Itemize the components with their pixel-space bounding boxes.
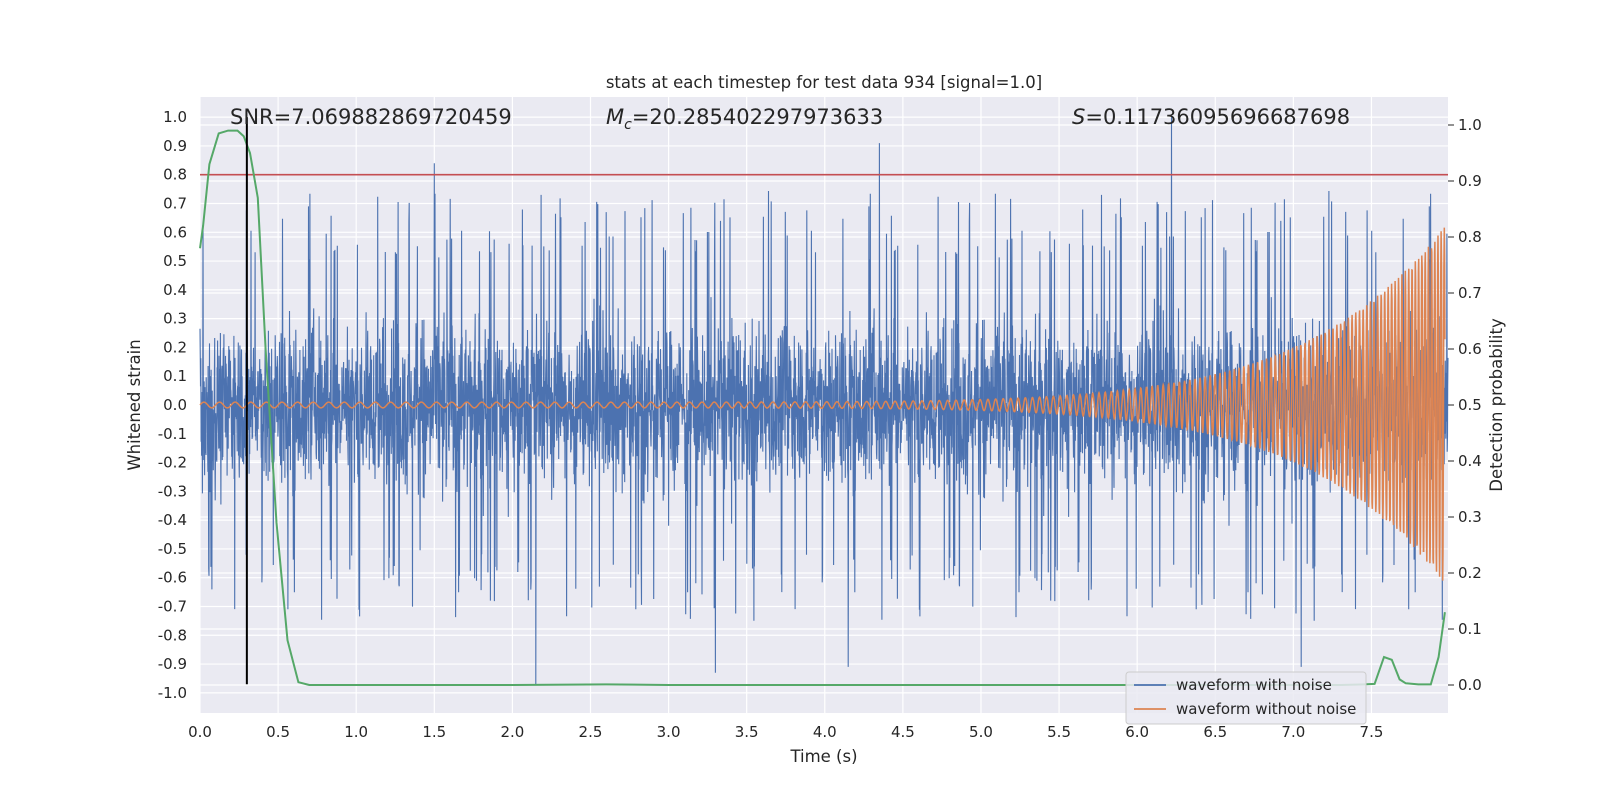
x-tick-label: 3.0 (657, 723, 681, 741)
x-tick-label: 0.0 (188, 723, 212, 741)
y-right-tick-label: 0.1 (1458, 620, 1482, 638)
legend-box (1125, 671, 1367, 725)
y-left-tick-label: -0.5 (158, 540, 187, 558)
y-left-tick-label: -0.7 (158, 597, 187, 615)
y-left-tick-label: -0.2 (158, 454, 187, 472)
y-axis-right-title: Detection probability (1487, 318, 1506, 492)
y-right-tick-label: 0.8 (1458, 228, 1482, 246)
y-left-tick-label: 1.0 (163, 108, 187, 126)
s-value: =0.11736095696687698 (1085, 105, 1350, 129)
y-right-tick-label: 0.6 (1458, 340, 1482, 358)
x-tick-label: 7.5 (1360, 723, 1384, 741)
y-left-tick-label: -0.3 (158, 482, 187, 500)
y-left-tick-label: -0.6 (158, 569, 187, 587)
legend: waveform with noise waveform without noi… (1125, 671, 1367, 725)
y-axis-left-title: Whitened strain (125, 339, 144, 470)
snr-annotation: SNR=7.069882869720459 (230, 105, 512, 129)
y-right-tick-label: 0.4 (1458, 452, 1482, 470)
mc-annotation: Mc=20.285402297973633 (606, 105, 883, 133)
x-tick-label: 0.5 (266, 723, 290, 741)
y-left-tick-label: 0.8 (163, 166, 187, 184)
y-left-tick-label: -0.9 (158, 655, 187, 673)
s-symbol: S (1072, 105, 1085, 129)
mc-symbol: M (606, 105, 624, 129)
y-right-tick-label: 0.2 (1458, 564, 1482, 582)
x-tick-label: 1.5 (422, 723, 446, 741)
x-tick-label: 2.5 (579, 723, 603, 741)
x-tick-label: 1.0 (344, 723, 368, 741)
x-tick-label: 3.5 (735, 723, 759, 741)
y-left-tick-label: -0.1 (158, 425, 187, 443)
y-left-tick-label: 0.3 (163, 310, 187, 328)
y-right-tick-label: 0.0 (1458, 676, 1482, 694)
s-annotation: S=0.11736095696687698 (1072, 105, 1350, 129)
y-left-tick-label: 0.1 (163, 367, 187, 385)
tick-labels: 0.0 0.5 1.0 1.5 2.0 2.5 3.0 3.5 4.0 4.5 5.0 5.5 6.0 6… (158, 108, 1482, 741)
x-tick-label: 4.0 (813, 723, 837, 741)
series-waveform-without-noise (199, 227, 1446, 581)
y-left-tick-label: 0.2 (163, 338, 187, 356)
y-right-tick-label: 0.7 (1458, 284, 1482, 302)
y-left-tick-label: -0.4 (158, 511, 187, 529)
x-tick-label: 6.0 (1125, 723, 1149, 741)
x-tick-label: 6.5 (1203, 723, 1227, 741)
y-right-tick-label: 1.0 (1458, 116, 1482, 134)
y-left-tick-label: 0.6 (163, 223, 187, 241)
y-left-tick-label: 0.4 (163, 281, 187, 299)
y-right-tick-label: 0.5 (1458, 396, 1482, 414)
y-right-tick-label: 0.9 (1458, 172, 1482, 190)
y-right-tick-label: 0.3 (1458, 508, 1482, 526)
legend-label-clean: waveform without noise (1176, 700, 1356, 718)
y-left-tick-label: 0.0 (163, 396, 187, 414)
x-tick-label: 5.0 (969, 723, 993, 741)
x-tick-label: 5.5 (1047, 723, 1071, 741)
y-left-tick-label: 0.9 (163, 137, 187, 155)
chart-title: stats at each timestep for test data 934… (606, 73, 1042, 92)
legend-label-noise: waveform with noise (1176, 676, 1332, 694)
x-axis-title: Time (s) (789, 747, 857, 766)
x-tick-label: 7.0 (1281, 723, 1305, 741)
x-tick-label: 4.5 (891, 723, 915, 741)
mc-subscript: c (624, 117, 632, 133)
x-tick-label: 2.0 (500, 723, 524, 741)
y-left-tick-label: -0.8 (158, 626, 187, 644)
y-left-tick-label: 0.5 (163, 252, 187, 270)
data-layer (199, 117, 1449, 686)
y-left-tick-label: -1.0 (158, 684, 187, 702)
y-left-tick-label: 0.7 (163, 195, 187, 213)
series-detection-probability (199, 129, 1446, 686)
mc-value: =20.285402297973633 (632, 105, 883, 129)
